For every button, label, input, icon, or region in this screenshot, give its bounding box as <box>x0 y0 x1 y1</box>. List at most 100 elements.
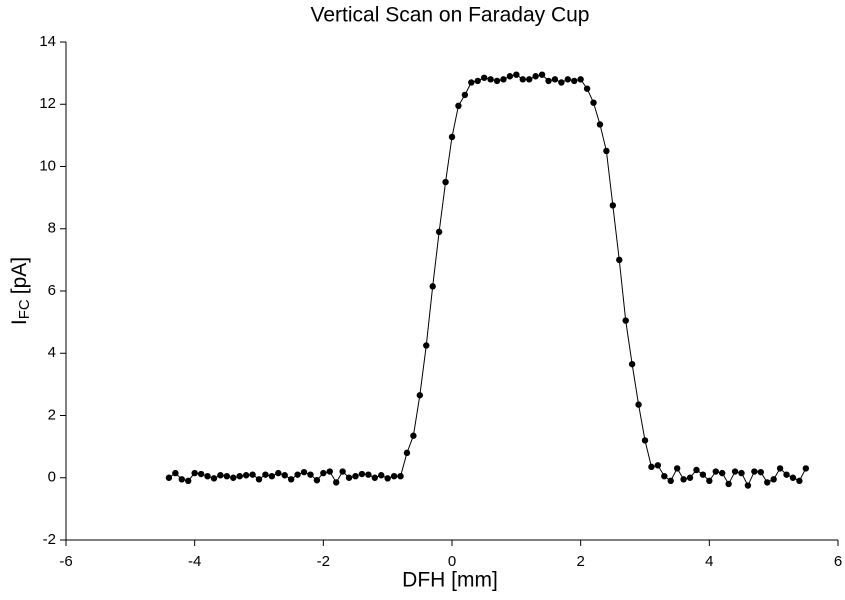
data-point <box>802 465 810 472</box>
data-point <box>577 76 584 83</box>
data-point <box>596 121 604 128</box>
data-point <box>333 479 340 486</box>
x-tick-label: -2 <box>317 553 330 570</box>
data-point <box>796 477 803 485</box>
data-point <box>249 471 256 478</box>
data-point <box>204 472 211 480</box>
data-point <box>545 77 552 85</box>
data-point <box>352 472 359 480</box>
data-point <box>275 469 282 477</box>
data-point <box>384 475 391 482</box>
data-point <box>255 476 263 483</box>
data-point <box>461 91 469 99</box>
y-tick-label: 10 <box>39 157 56 174</box>
data-point <box>532 73 539 80</box>
data-point <box>764 479 771 486</box>
data-point <box>313 477 321 484</box>
data-point <box>281 472 288 479</box>
data-point <box>506 73 514 80</box>
data-point <box>538 71 546 78</box>
x-tick-label: 4 <box>705 553 713 570</box>
data-point <box>468 79 475 86</box>
y-label-subscript: FC <box>16 299 33 319</box>
x-tick-label: -4 <box>188 553 201 570</box>
y-label-suffix: [pA] <box>8 257 31 294</box>
data-point <box>165 474 173 481</box>
data-point <box>403 449 411 457</box>
data-point <box>712 468 719 475</box>
data-point <box>487 76 494 83</box>
data-point <box>635 401 642 408</box>
x-tick-label: -6 <box>59 553 72 570</box>
data-point <box>217 472 224 479</box>
y-tick-label: 4 <box>48 344 56 361</box>
data-point <box>641 437 649 444</box>
data-point <box>390 472 398 480</box>
y-tick-label: 12 <box>39 95 56 112</box>
data-point <box>474 77 481 85</box>
data-point <box>442 178 449 186</box>
data-point <box>757 468 764 476</box>
data-point <box>416 392 424 399</box>
data-point <box>191 469 198 477</box>
data-point <box>551 76 559 83</box>
y-tick-label: 14 <box>39 33 56 50</box>
y-label-main: I <box>8 319 31 325</box>
data-point <box>242 472 250 479</box>
data-point <box>571 77 578 85</box>
data-point <box>583 85 591 92</box>
data-point <box>706 477 713 485</box>
data-point <box>751 468 758 475</box>
data-point <box>300 468 308 476</box>
data-point <box>423 342 430 349</box>
data-point <box>262 471 269 478</box>
data-point <box>358 470 366 478</box>
chart-title: Vertical Scan on Faraday Cup <box>311 4 590 27</box>
data-point <box>172 469 179 477</box>
data-point <box>500 76 507 83</box>
data-point <box>654 462 662 469</box>
data-point <box>603 147 610 155</box>
data-point <box>513 71 520 78</box>
data-point <box>185 477 192 485</box>
data-point <box>210 475 218 482</box>
data-point <box>197 470 205 478</box>
x-axis-label: DFH [mm] <box>402 569 498 592</box>
data-point <box>770 476 777 483</box>
data-point <box>519 76 526 83</box>
data-point <box>680 476 687 483</box>
data-point <box>783 471 790 478</box>
data-point <box>667 477 674 485</box>
data-point <box>776 465 784 472</box>
data-point <box>693 466 700 474</box>
x-tick-label: 6 <box>834 553 842 570</box>
data-point <box>448 133 456 141</box>
data-point <box>661 472 668 480</box>
data-point <box>455 102 462 110</box>
y-axis-label: IFC [pA] <box>8 257 33 325</box>
y-tick-label: 8 <box>48 220 56 237</box>
y-tick-label: 2 <box>48 406 56 423</box>
data-point <box>480 74 488 81</box>
data-point <box>493 77 501 85</box>
data-point <box>320 469 327 477</box>
data-point <box>378 472 385 479</box>
data-point <box>564 76 571 83</box>
data-point <box>397 472 404 480</box>
data-point <box>365 471 372 478</box>
y-tick-label: 6 <box>48 282 56 299</box>
data-point <box>287 476 295 483</box>
y-tick-label: 0 <box>48 469 56 486</box>
data-point <box>789 474 797 481</box>
data-point <box>268 472 276 480</box>
data-point <box>744 482 752 489</box>
data-point <box>307 471 314 478</box>
data-point <box>725 480 732 488</box>
data-point <box>699 471 707 478</box>
data-point <box>628 360 636 368</box>
data-point <box>410 432 417 439</box>
data-point <box>558 79 565 86</box>
x-tick-label: 0 <box>448 553 456 570</box>
data-point <box>236 472 243 480</box>
